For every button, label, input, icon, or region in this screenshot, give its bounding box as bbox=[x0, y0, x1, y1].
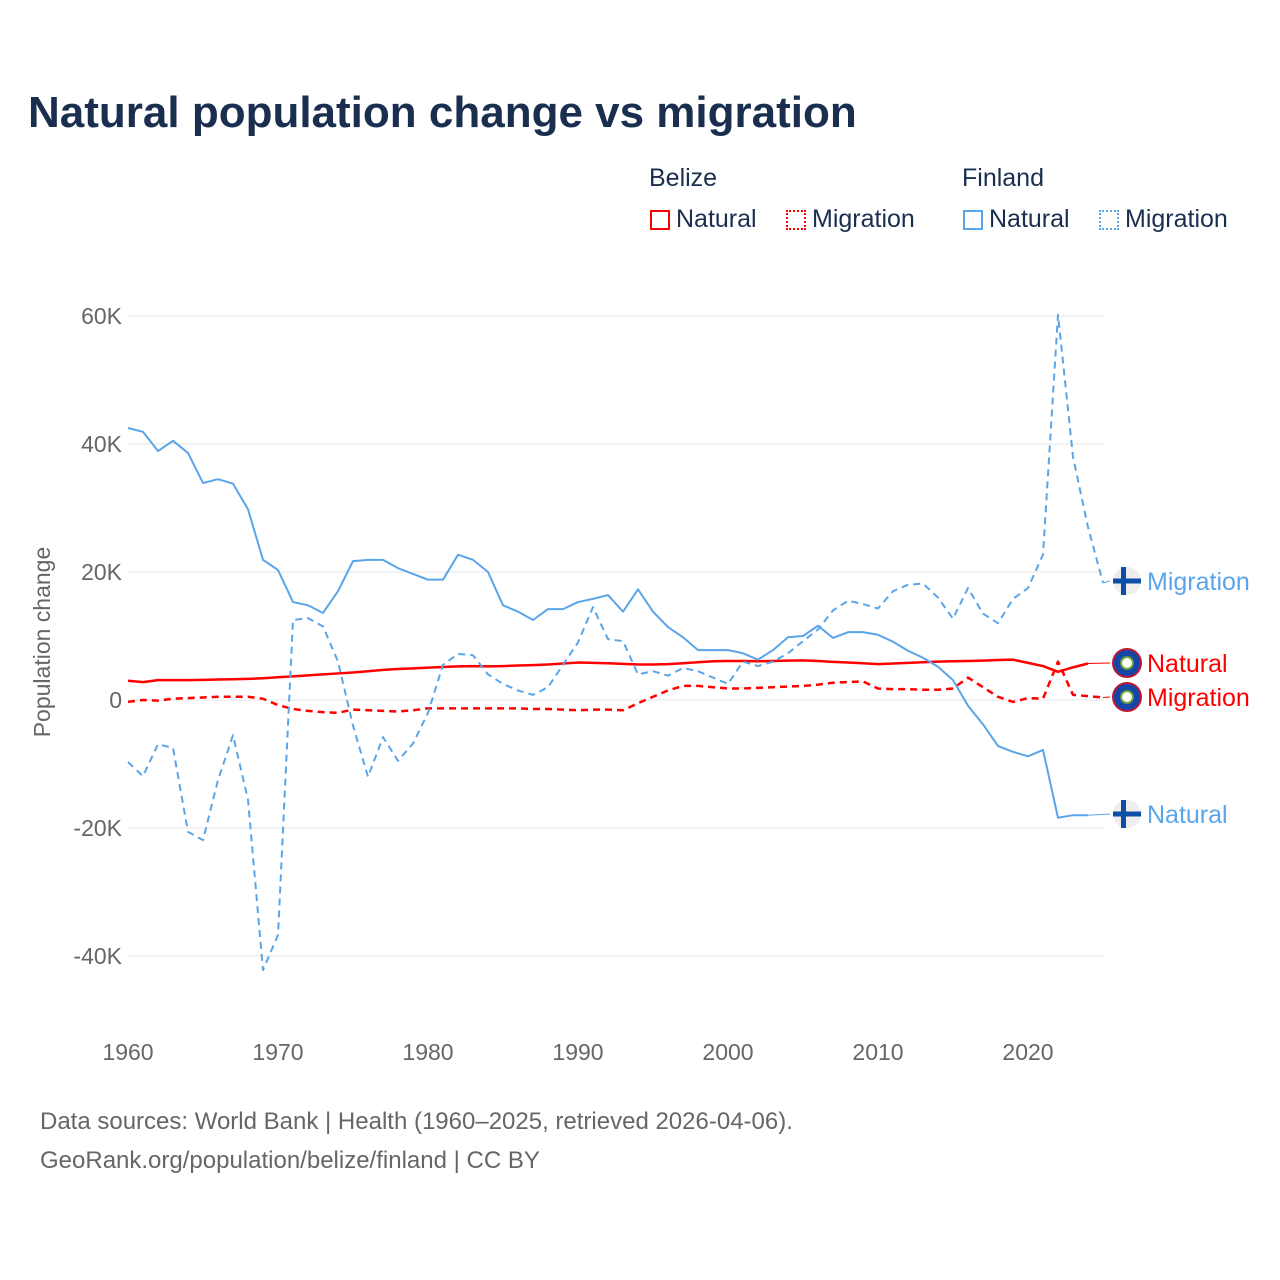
series-line-belize-migration bbox=[127, 660, 1104, 715]
series-end-label: Migration bbox=[1147, 684, 1250, 712]
series-end-label: Natural bbox=[1147, 650, 1228, 678]
legend-swatch-solid bbox=[963, 209, 983, 230]
legend-label: Migration bbox=[1125, 205, 1228, 233]
legend-group-finland: Finland bbox=[962, 164, 1044, 192]
label-connector bbox=[1087, 662, 1111, 665]
flag-emblem-icon bbox=[1120, 690, 1134, 704]
series-line-finland-natural bbox=[127, 427, 1088, 819]
flag-emblem-icon bbox=[1120, 656, 1134, 670]
y-tick-label: 40K bbox=[81, 431, 123, 457]
series-end-label: Natural bbox=[1147, 801, 1228, 829]
y-tick-label: -20K bbox=[73, 815, 122, 841]
footer-sources: Data sources: World Bank | Health (1960–… bbox=[40, 1108, 793, 1135]
x-tick-label: 1990 bbox=[552, 1039, 603, 1065]
x-tick-label: 2020 bbox=[1002, 1039, 1053, 1065]
x-tick-label: 1960 bbox=[102, 1039, 153, 1065]
x-tick-label: 2000 bbox=[702, 1039, 753, 1065]
y-tick-label: 60K bbox=[81, 303, 123, 329]
y-axis-label: Population change bbox=[29, 547, 55, 738]
x-tick-label: 2010 bbox=[852, 1039, 903, 1065]
legend-label: Natural bbox=[676, 205, 757, 233]
y-tick-label: 0 bbox=[109, 687, 122, 713]
x-tick-label: 1970 bbox=[252, 1039, 303, 1065]
label-connector bbox=[1102, 580, 1111, 584]
legend-label: Natural bbox=[989, 205, 1070, 233]
series-line-finland-migration bbox=[127, 313, 1104, 972]
footer-link[interactable]: GeoRank.org/population/belize/finland | … bbox=[40, 1147, 540, 1174]
legend-swatch-solid bbox=[650, 209, 670, 230]
y-tick-label: -40K bbox=[73, 943, 122, 969]
chart-title: Natural population change vs migration bbox=[28, 88, 857, 137]
flag-cross-icon bbox=[1113, 578, 1141, 584]
y-tick-label: 20K bbox=[81, 559, 123, 585]
legend-label: Migration bbox=[812, 205, 915, 233]
x-tick-label: 1980 bbox=[402, 1039, 453, 1065]
legend-swatch-dotted bbox=[1099, 209, 1119, 230]
legend-belize-migration[interactable]: Migration bbox=[786, 205, 915, 234]
legend-belize-natural[interactable]: Natural bbox=[650, 205, 757, 234]
series-end-label: Migration bbox=[1147, 568, 1250, 596]
legend-finland-migration[interactable]: Migration bbox=[1099, 205, 1228, 234]
flag-cross-icon bbox=[1113, 811, 1141, 817]
series-line-belize-natural bbox=[127, 658, 1089, 684]
legend-finland-natural[interactable]: Natural bbox=[963, 205, 1070, 234]
legend-group-belize: Belize bbox=[649, 164, 718, 192]
label-connector bbox=[1087, 813, 1111, 816]
legend-swatch-dotted bbox=[786, 209, 806, 230]
